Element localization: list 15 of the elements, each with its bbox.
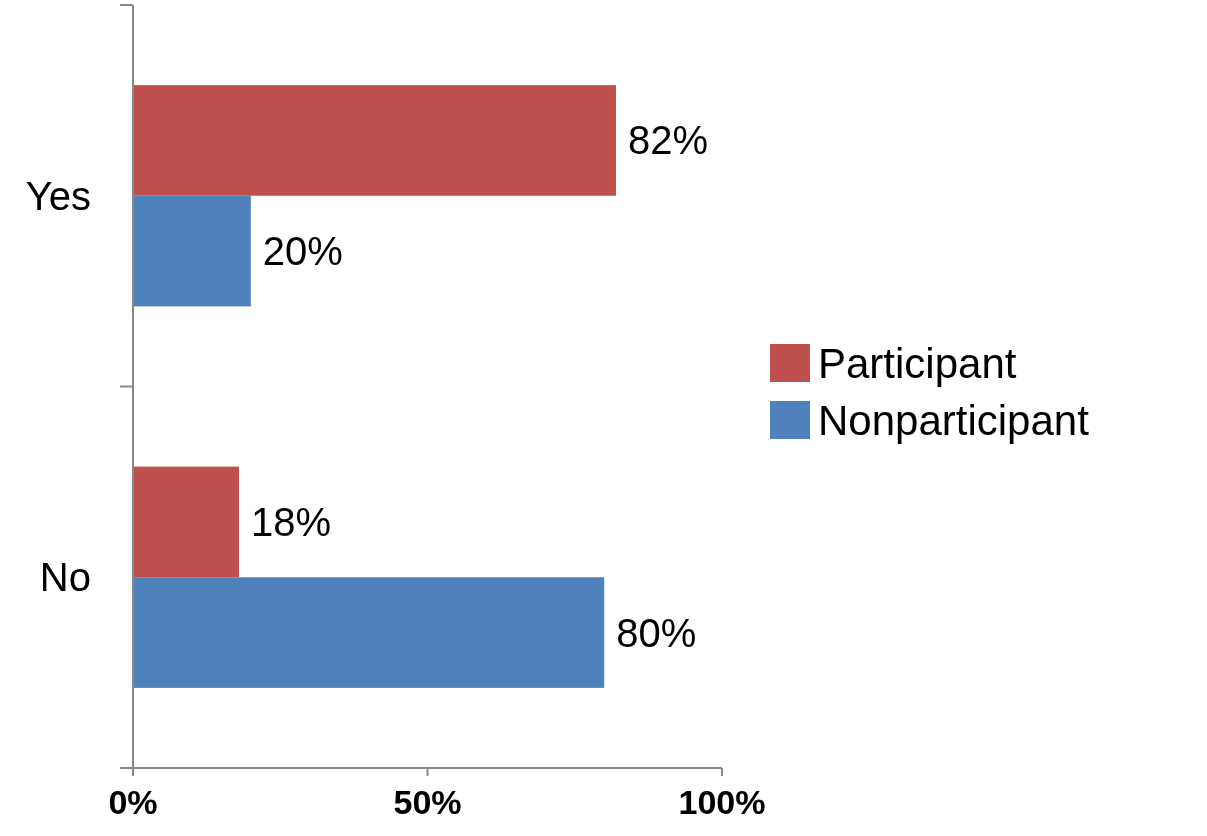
bar [133,195,251,307]
bar [133,577,605,688]
bar [133,85,616,196]
data-label: 20% [262,229,343,274]
y-tick-label: No [39,555,91,600]
bar [133,466,240,578]
data-label: 18% [251,499,332,544]
x-tick-label: 100% [678,783,766,821]
y-tick-label: Yes [25,173,91,218]
data-label: 80% [616,610,697,655]
legend-label: Participant [818,339,1017,387]
x-tick-label: 0% [108,783,158,821]
x-tick-label: 50% [393,783,462,821]
data-label: 82% [627,118,709,163]
legend-label: Nonparticipant [818,396,1090,444]
